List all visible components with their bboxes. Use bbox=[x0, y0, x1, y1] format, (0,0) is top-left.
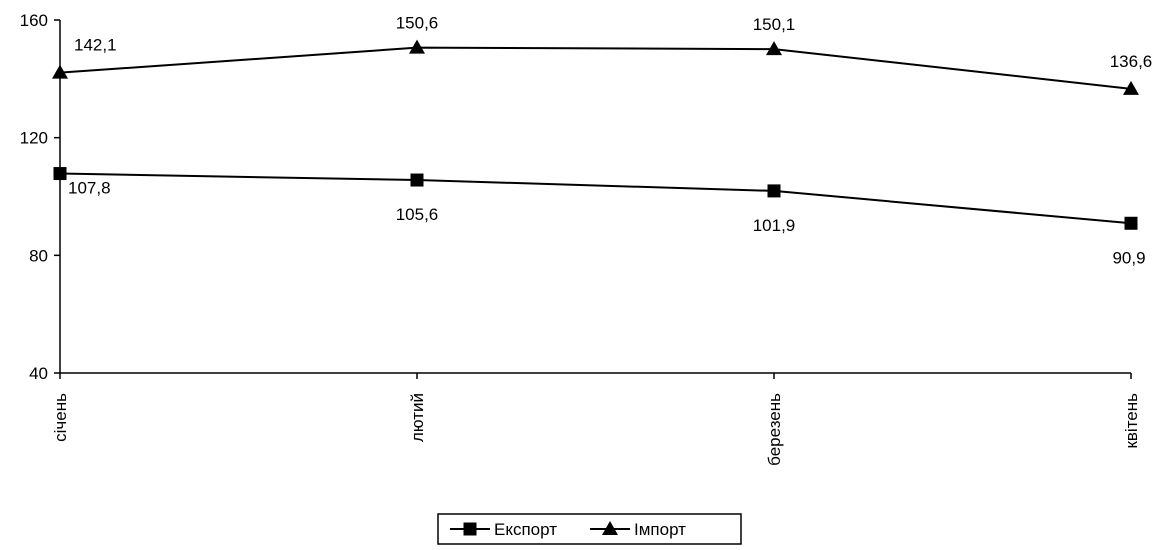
axes: 40 80 120 160 січень лютий березень квітень bbox=[20, 11, 1141, 466]
x-tick-label: квітень bbox=[1122, 393, 1141, 449]
legend-label-export: Експорт bbox=[494, 520, 557, 539]
data-label: 142,1 bbox=[74, 36, 117, 55]
x-tick-label: січень bbox=[51, 393, 70, 442]
triangle-marker bbox=[1123, 80, 1139, 95]
y-tick-label: 120 bbox=[20, 129, 48, 148]
square-marker bbox=[1124, 216, 1138, 230]
square-marker bbox=[463, 522, 477, 536]
legend-label-import: Імпорт bbox=[634, 520, 686, 539]
data-label: 90,9 bbox=[1112, 248, 1145, 267]
triangle-marker bbox=[602, 521, 618, 535]
data-label: 105,6 bbox=[396, 205, 439, 224]
y-tick-label: 80 bbox=[29, 246, 48, 265]
legend: Експорт Імпорт bbox=[437, 513, 742, 545]
series-import: 142,1 150,6 150,1 136,6 bbox=[52, 14, 1152, 95]
data-label: 150,6 bbox=[396, 14, 439, 33]
data-label: 136,6 bbox=[1110, 52, 1153, 71]
x-tick-label: березень bbox=[765, 393, 784, 466]
data-label: 150,1 bbox=[753, 15, 796, 34]
series-export: 107,8 105,6 101,9 90,9 bbox=[53, 167, 1146, 267]
square-marker bbox=[767, 184, 781, 198]
y-tick-label: 40 bbox=[29, 364, 48, 383]
series-line bbox=[59, 172, 1132, 225]
series-line bbox=[59, 46, 1132, 90]
triangle-marker bbox=[409, 39, 425, 54]
square-marker bbox=[53, 167, 67, 181]
square-marker bbox=[410, 173, 424, 187]
series-layer: 107,8 105,6 101,9 90,9 142,1 150,6 150,1 136,6 bbox=[52, 14, 1152, 267]
y-tick-label: 160 bbox=[20, 11, 48, 30]
x-tick-label: лютий bbox=[408, 393, 427, 442]
data-label: 107,8 bbox=[68, 179, 111, 198]
data-label: 101,9 bbox=[753, 216, 796, 235]
triangle-marker bbox=[52, 64, 68, 79]
triangle-marker bbox=[766, 41, 782, 56]
